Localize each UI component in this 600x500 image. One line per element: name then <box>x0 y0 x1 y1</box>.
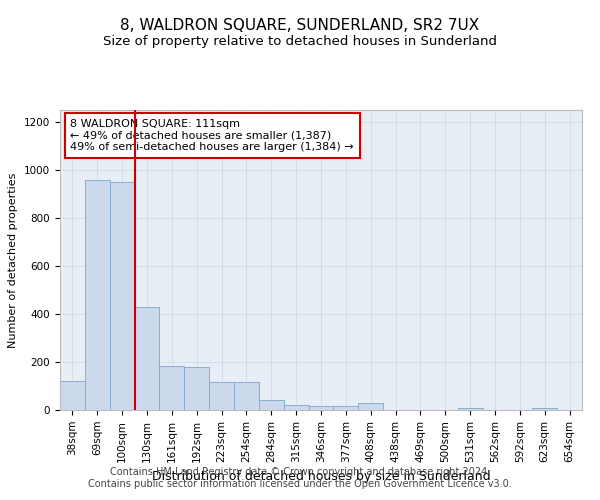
Bar <box>234 382 259 410</box>
Text: 8 WALDRON SQUARE: 111sqm
← 49% of detached houses are smaller (1,387)
49% of sem: 8 WALDRON SQUARE: 111sqm ← 49% of detach… <box>70 119 354 152</box>
Bar <box>532 408 557 410</box>
Bar <box>259 400 284 410</box>
Bar <box>134 307 160 410</box>
Bar <box>334 406 358 410</box>
Text: Size of property relative to detached houses in Sunderland: Size of property relative to detached ho… <box>103 35 497 48</box>
Bar <box>60 381 85 410</box>
Bar <box>284 405 308 410</box>
Bar <box>308 406 334 410</box>
Bar <box>110 182 134 410</box>
Bar <box>209 382 234 410</box>
X-axis label: Distribution of detached houses by size in Sunderland: Distribution of detached houses by size … <box>152 470 490 483</box>
Bar <box>85 180 110 410</box>
Bar <box>160 366 184 410</box>
Bar <box>458 408 482 410</box>
Y-axis label: Number of detached properties: Number of detached properties <box>8 172 19 348</box>
Text: 8, WALDRON SQUARE, SUNDERLAND, SR2 7UX: 8, WALDRON SQUARE, SUNDERLAND, SR2 7UX <box>121 18 479 32</box>
Bar <box>358 403 383 410</box>
Text: Contains HM Land Registry data © Crown copyright and database right 2024.
Contai: Contains HM Land Registry data © Crown c… <box>88 468 512 489</box>
Bar <box>184 367 209 410</box>
